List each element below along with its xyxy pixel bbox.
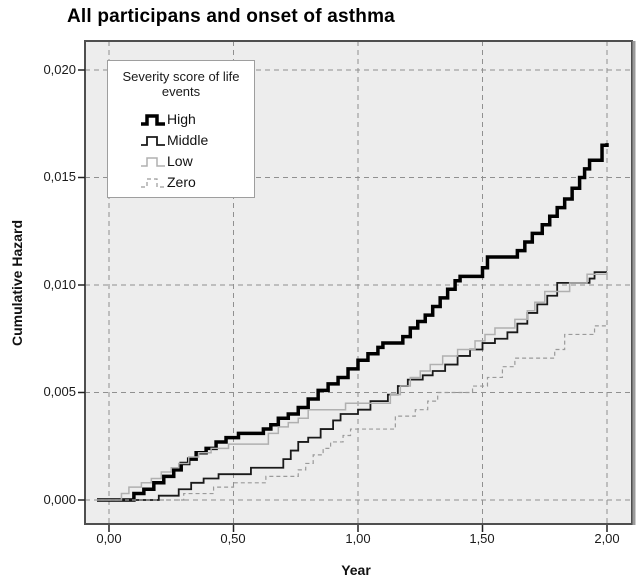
legend-label-middle: Middle — [167, 132, 209, 149]
legend-label-high: High — [167, 111, 196, 128]
series-line-low — [97, 272, 608, 501]
y-tick-label: 0,010 — [43, 277, 76, 292]
legend-item-high: High — [140, 109, 254, 130]
legend-item-middle: Middle — [140, 130, 254, 151]
legend-item-zero: Zero — [140, 172, 254, 193]
legend-key-line-middle — [141, 135, 165, 146]
y-tick-label: 0,015 — [43, 169, 76, 184]
legend-box: Severity score of life events High Middl… — [107, 60, 255, 198]
y-tick-label: 0,000 — [43, 492, 76, 507]
y-tick-label: 0,020 — [43, 62, 76, 77]
x-tick-label: 0,00 — [96, 531, 122, 546]
legend-label-low: Low — [167, 153, 193, 170]
step-line-icon — [141, 135, 165, 146]
step-line-icon — [141, 178, 165, 188]
y-axis-title: Cumulative Hazard — [9, 219, 25, 347]
x-tick-label: 2,00 — [594, 531, 620, 546]
legend-key-line-zero — [141, 178, 165, 188]
legend-key-line-high — [141, 114, 165, 126]
series-line-zero — [97, 325, 607, 501]
step-line-icon — [141, 157, 165, 167]
x-axis-title: Year — [341, 562, 371, 578]
chart-title: All participans and onset of asthma — [67, 6, 395, 27]
legend-entries: High Middle Low Zero — [140, 109, 254, 193]
step-line-icon — [141, 114, 165, 126]
series-line-high — [97, 143, 609, 502]
legend-label-zero: Zero — [167, 174, 196, 191]
y-tick-label: 0,005 — [43, 384, 76, 399]
legend-key-line-low — [141, 157, 165, 167]
legend-item-low: Low — [140, 151, 254, 172]
legend-title: Severity score of life events — [122, 69, 240, 99]
x-tick-label: 1,00 — [345, 531, 371, 546]
plot-frame — [84, 40, 633, 525]
x-tick-label: 0,50 — [220, 531, 246, 546]
x-tick-label: 1,50 — [469, 531, 495, 546]
